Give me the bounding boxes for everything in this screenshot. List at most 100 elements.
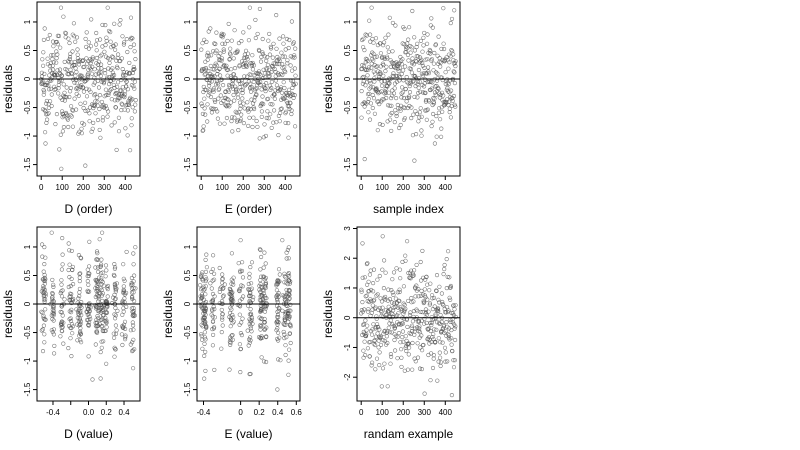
data-point xyxy=(81,105,86,111)
y-tick-label: 0.5 xyxy=(23,44,32,56)
data-point xyxy=(224,67,229,72)
data-point xyxy=(359,115,364,120)
data-point xyxy=(241,121,246,126)
data-point xyxy=(40,349,46,354)
data-point xyxy=(225,73,230,78)
data-point xyxy=(366,96,371,101)
data-point xyxy=(403,64,408,69)
data-point xyxy=(104,325,109,330)
data-point xyxy=(39,80,44,85)
data-point xyxy=(229,333,234,338)
data-point xyxy=(109,45,114,50)
x-tick-label: -0.4 xyxy=(46,408,60,417)
data-point xyxy=(128,15,134,20)
data-point xyxy=(124,304,129,309)
data-point xyxy=(201,284,206,289)
data-point xyxy=(55,52,60,57)
data-point xyxy=(201,124,206,129)
data-point xyxy=(245,51,251,56)
data-point xyxy=(59,302,65,307)
data-point xyxy=(42,107,47,113)
data-point xyxy=(228,52,233,57)
data-point xyxy=(219,285,224,290)
data-point xyxy=(443,57,448,62)
data-point xyxy=(275,387,280,392)
data-point xyxy=(443,329,448,334)
data-point xyxy=(214,30,219,35)
data-point xyxy=(276,315,281,320)
data-point xyxy=(95,78,100,83)
data-point xyxy=(84,30,89,35)
data-point xyxy=(210,314,215,319)
data-point xyxy=(227,286,232,291)
data-point xyxy=(129,275,134,281)
data-point xyxy=(428,87,433,93)
data-point xyxy=(440,90,445,95)
data-point xyxy=(130,349,135,354)
data-point xyxy=(280,72,285,78)
data-point xyxy=(284,256,289,261)
data-point xyxy=(100,270,105,275)
data-point xyxy=(381,43,386,48)
data-point xyxy=(417,366,423,371)
data-point xyxy=(249,260,255,265)
data-point xyxy=(66,267,71,273)
data-point xyxy=(390,312,395,317)
data-point xyxy=(383,69,388,74)
data-point xyxy=(417,110,422,115)
data-point xyxy=(445,80,450,85)
data-point xyxy=(404,348,409,354)
data-point xyxy=(274,282,279,287)
data-point xyxy=(59,310,64,315)
data-point xyxy=(69,104,74,109)
data-point xyxy=(369,298,374,303)
data-point xyxy=(58,132,63,137)
data-point xyxy=(93,303,98,308)
data-point xyxy=(120,298,125,303)
data-point xyxy=(408,310,413,315)
data-point xyxy=(228,342,233,347)
data-point xyxy=(130,36,135,41)
data-point xyxy=(94,48,99,53)
data-point xyxy=(285,308,290,314)
data-point xyxy=(384,312,389,317)
data-point xyxy=(46,83,51,88)
data-point xyxy=(365,58,370,63)
residual-panel-5: -0.4 0 0.2 0.4 0.6-1.5-1-0.500.51E (value)re… xyxy=(161,226,302,441)
data-point xyxy=(421,35,426,40)
data-point xyxy=(211,86,216,91)
data-point xyxy=(202,316,207,321)
data-point xyxy=(69,354,74,359)
data-point xyxy=(420,60,425,66)
data-point xyxy=(66,284,71,290)
data-point xyxy=(232,28,237,33)
data-point xyxy=(100,323,105,329)
data-point xyxy=(247,275,252,280)
data-point xyxy=(258,335,263,340)
data-point xyxy=(45,80,50,85)
y-tick-label: 1 xyxy=(183,244,192,249)
data-point xyxy=(428,328,433,334)
data-point xyxy=(447,60,452,65)
data-point xyxy=(70,71,75,76)
data-point xyxy=(107,57,112,62)
data-point xyxy=(93,277,98,282)
data-point xyxy=(275,322,280,327)
data-point xyxy=(447,99,452,104)
data-point xyxy=(99,339,104,344)
data-point xyxy=(397,65,402,70)
x-tick-label: 0 xyxy=(238,408,243,417)
data-point xyxy=(282,54,287,59)
data-point xyxy=(399,91,404,96)
data-point xyxy=(219,58,224,63)
data-point xyxy=(103,315,108,320)
data-point xyxy=(68,85,73,91)
data-point xyxy=(287,316,292,321)
data-point xyxy=(239,333,244,338)
data-point xyxy=(213,41,218,47)
data-point xyxy=(112,266,117,271)
data-point xyxy=(41,277,46,282)
data-point xyxy=(78,326,83,331)
data-point xyxy=(204,265,209,270)
data-point xyxy=(389,103,394,108)
